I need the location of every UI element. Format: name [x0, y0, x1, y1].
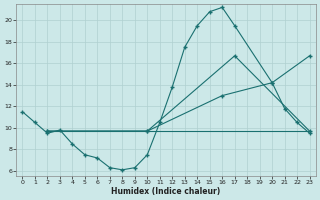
X-axis label: Humidex (Indice chaleur): Humidex (Indice chaleur) — [111, 187, 221, 196]
